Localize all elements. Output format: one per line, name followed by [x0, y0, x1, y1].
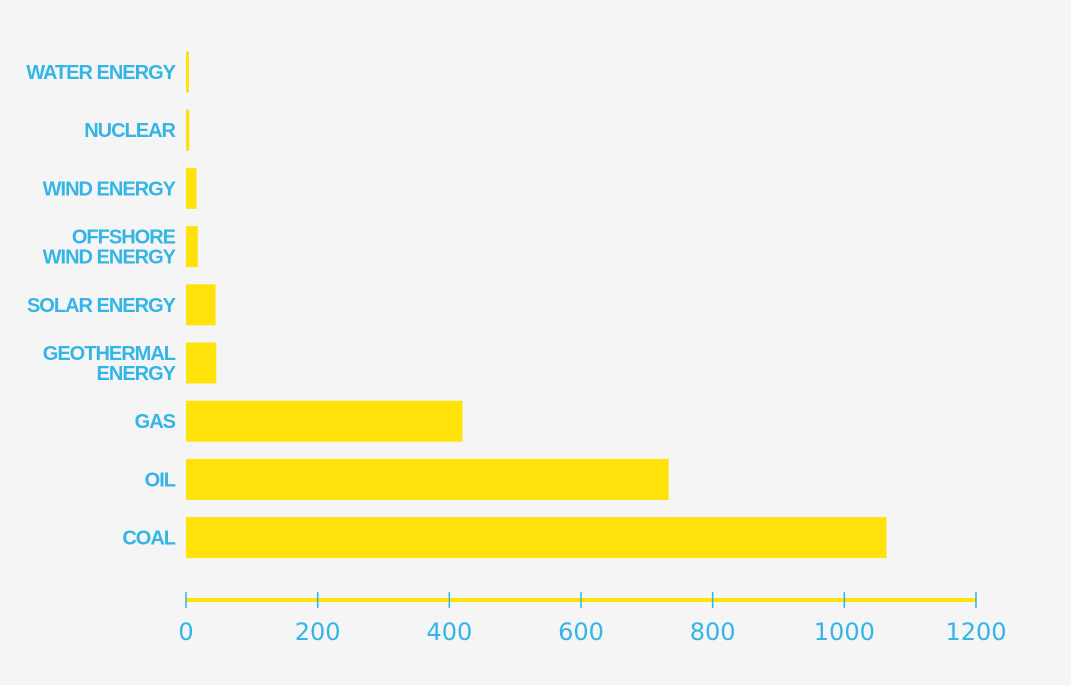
- bar: [186, 517, 887, 559]
- bar: [186, 400, 463, 442]
- x-tick-label: 1000: [814, 618, 875, 646]
- bar: [186, 51, 189, 93]
- bar: [186, 167, 197, 209]
- category-label: SOLAR ENERGY: [27, 295, 177, 317]
- x-tick-label: 1200: [945, 618, 1006, 646]
- category-label: NUCLEAR: [84, 120, 176, 142]
- bar: [186, 109, 190, 151]
- category-label: GEOTHERMAL ENERGY: [43, 343, 177, 385]
- category-label: OFFSHORE WIND ENERGY: [43, 227, 177, 269]
- x-tick-label: 0: [178, 618, 193, 646]
- category-label: WATER ENERGY: [26, 62, 176, 84]
- bars-group: [186, 51, 887, 559]
- category-label: COAL: [122, 528, 175, 550]
- bar: [186, 226, 198, 268]
- bar: [186, 284, 216, 326]
- x-tick-label: 200: [295, 618, 341, 646]
- x-tick-label: 400: [426, 618, 472, 646]
- x-tick-label: 600: [558, 618, 604, 646]
- category-label: GAS: [135, 411, 176, 433]
- bar: [186, 342, 217, 384]
- x-tick-label: 800: [690, 618, 736, 646]
- category-labels-group: WATER ENERGY NUCLEAR WIND ENERGY OFFSHORE WI…: [26, 62, 177, 550]
- bar: [186, 458, 669, 500]
- category-label: OIL: [145, 469, 176, 491]
- category-label: WIND ENERGY: [43, 178, 177, 200]
- x-axis: 0 200 400 600 800 1000 1200: [178, 592, 1007, 646]
